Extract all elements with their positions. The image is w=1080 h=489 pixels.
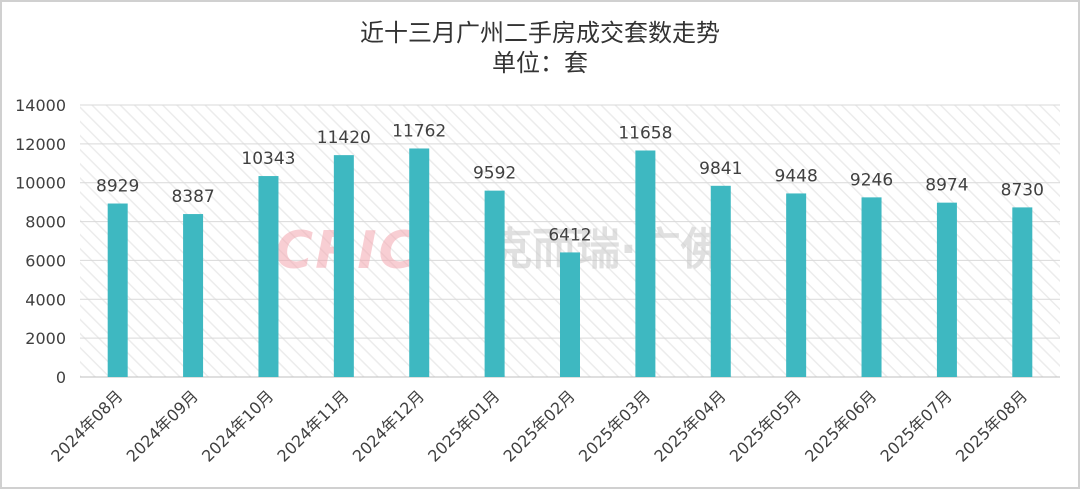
- y-axis: 0 2000 4000 6000 8000 10000 12000 14000: [15, 96, 66, 387]
- y-tick-label: 4000: [25, 290, 66, 309]
- x-tick-label: 2025年04月: [650, 386, 729, 465]
- data-label: 8387: [171, 187, 214, 207]
- bar: [409, 148, 430, 377]
- x-tick-label: 2025年05月: [726, 386, 805, 465]
- data-label: 10343: [241, 149, 295, 169]
- x-tick-label: 2025年02月: [500, 386, 579, 465]
- data-label: 11420: [317, 128, 371, 148]
- bar: [635, 150, 656, 377]
- bars: [107, 148, 1033, 377]
- data-label: 8929: [96, 177, 139, 197]
- x-tick-label: 2025年06月: [801, 386, 880, 465]
- x-tick-label: 2025年01月: [424, 386, 503, 465]
- y-tick-label: 14000: [15, 96, 66, 115]
- data-label: 9246: [850, 170, 893, 190]
- y-tick-label: 2000: [25, 329, 66, 348]
- bar: [107, 203, 128, 377]
- x-tick-label: 2024年10月: [198, 386, 277, 465]
- y-tick-label: 6000: [25, 251, 66, 270]
- data-label: 11658: [618, 124, 672, 144]
- data-labels: 8929 8387 10343 11420 11762 9592 6412 11658 9841…: [96, 121, 1044, 245]
- x-tick-label: 2025年03月: [575, 386, 654, 465]
- x-tick-label: 2024年11月: [273, 386, 352, 465]
- x-tick-label: 2025年08月: [952, 386, 1031, 465]
- data-label: 9592: [473, 164, 516, 184]
- y-tick-label: 10000: [15, 174, 66, 193]
- chart-subtitle: 单位：套: [492, 49, 588, 77]
- bar: [861, 197, 882, 377]
- x-axis: 2024年08月2024年09月2024年10月2024年11月2024年12月…: [47, 386, 1031, 465]
- bar: [333, 155, 354, 377]
- bar: [786, 193, 807, 377]
- chart-title: 近十三月广州二手房成交套数走势: [360, 19, 720, 47]
- y-tick-label: 8000: [25, 213, 66, 232]
- data-label: 9448: [775, 166, 818, 186]
- data-label: 6412: [548, 225, 591, 245]
- bar: [183, 214, 204, 377]
- svg-text:克而瑞·广佛: 克而瑞·广佛: [488, 224, 725, 275]
- bar: [1012, 207, 1033, 377]
- x-tick-label: 2025年07月: [876, 386, 955, 465]
- bar: [936, 202, 957, 377]
- bar: [560, 252, 580, 377]
- y-tick-label: 12000: [15, 135, 66, 154]
- x-tick-label: 2024年12月: [349, 386, 428, 465]
- bar: [258, 176, 279, 377]
- x-tick-label: 2024年08月: [47, 386, 126, 465]
- data-label: 11762: [392, 121, 446, 141]
- y-tick-label: 0: [56, 368, 66, 387]
- data-label: 8730: [1001, 180, 1044, 200]
- data-label: 8974: [925, 176, 968, 196]
- data-label: 9841: [699, 159, 742, 179]
- x-tick-label: 2024年09月: [123, 386, 202, 465]
- bar: [484, 190, 505, 377]
- bar: [710, 185, 731, 377]
